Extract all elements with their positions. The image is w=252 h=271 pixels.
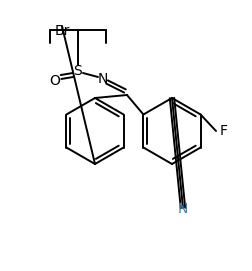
Text: S: S bbox=[73, 64, 82, 78]
Text: N: N bbox=[98, 72, 108, 86]
Text: F: F bbox=[219, 124, 227, 138]
Text: Br: Br bbox=[54, 24, 69, 38]
Text: N: N bbox=[177, 202, 187, 216]
Text: O: O bbox=[49, 74, 60, 88]
